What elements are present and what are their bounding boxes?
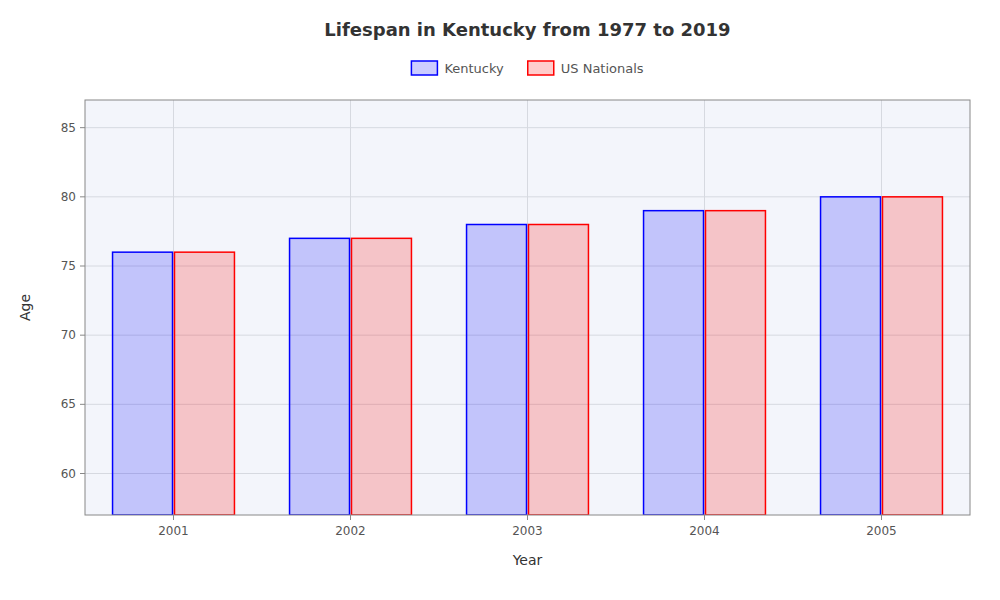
plot-frame [85, 100, 970, 515]
bar [352, 238, 412, 515]
bars [113, 197, 943, 515]
bar [821, 197, 881, 515]
tick-mark [80, 404, 85, 405]
tick-label: 85 [61, 121, 76, 135]
bar [290, 238, 350, 515]
bar [467, 225, 527, 516]
legend-label: Kentucky [444, 61, 504, 76]
tick-label: 80 [61, 190, 76, 204]
bar [706, 211, 766, 515]
tick-label: 65 [61, 397, 76, 411]
bar [175, 252, 235, 515]
legend-swatch [411, 61, 437, 75]
y-axis: 60 65 70 75 80 85 [61, 121, 85, 481]
legend-label: US Nationals [561, 61, 644, 76]
tick-label: 2002 [335, 524, 366, 538]
legend-item: Kentucky [411, 61, 504, 76]
y-axis-label: Age [17, 294, 33, 321]
tick-mark [881, 515, 882, 520]
tick-mark [350, 515, 351, 520]
tick-mark [527, 515, 528, 520]
bar [529, 225, 589, 516]
tick-label: 2005 [866, 524, 897, 538]
bar [883, 197, 943, 515]
tick-mark [80, 335, 85, 336]
tick-mark [80, 196, 85, 197]
tick-label: 75 [61, 259, 76, 273]
legend: Kentucky US Nationals [411, 61, 643, 76]
tick-mark [704, 515, 705, 520]
tick-label: 70 [61, 328, 76, 342]
tick-mark [80, 127, 85, 128]
tick-mark [80, 473, 85, 474]
tick-label: 2003 [512, 524, 543, 538]
title: Lifespan in Kentucky from 1977 to 2019 [324, 19, 730, 40]
bar [644, 211, 704, 515]
tick-label: 2001 [158, 524, 189, 538]
chart: 60 65 70 75 80 85 2001 2002 2003 2004 2005 Year Age L… [0, 0, 1000, 600]
tick-label: 2004 [689, 524, 720, 538]
legend-item: US Nationals [528, 61, 644, 76]
grid [85, 100, 970, 515]
tick-mark [80, 266, 85, 267]
plot-area [85, 100, 970, 515]
tick-mark [173, 515, 174, 520]
legend-swatch [528, 61, 554, 75]
bar [113, 252, 173, 515]
x-axis: 2001 2002 2003 2004 2005 [158, 515, 897, 538]
tick-label: 60 [61, 467, 76, 481]
x-axis-label: Year [512, 552, 543, 568]
